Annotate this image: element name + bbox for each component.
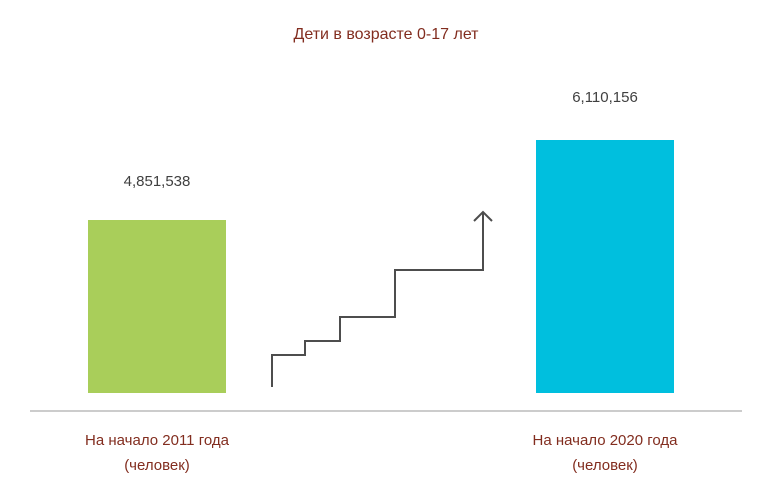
- growth-staircase-arrow-icon: [271, 210, 493, 387]
- chart-title: Дети в возрасте 0-17 лет: [293, 26, 479, 43]
- category-label-2011: На начало 2011 года (человек): [47, 428, 267, 478]
- category-label-2011-line1: На начало 2011 года: [85, 432, 229, 449]
- category-label-2020: На начало 2020 года (человек): [495, 428, 715, 478]
- category-label-2020-line1: На начало 2020 года: [532, 432, 678, 449]
- category-label-2020-line2: (человек): [572, 457, 638, 474]
- category-label-2011-line2: (человек): [124, 457, 190, 474]
- value-label-2020: 6,110,156: [572, 89, 638, 106]
- bar-2020: [536, 140, 674, 393]
- bar-2011: [88, 220, 226, 393]
- x-axis-line: [30, 410, 742, 412]
- value-label-2011: 4,851,538: [123, 173, 191, 190]
